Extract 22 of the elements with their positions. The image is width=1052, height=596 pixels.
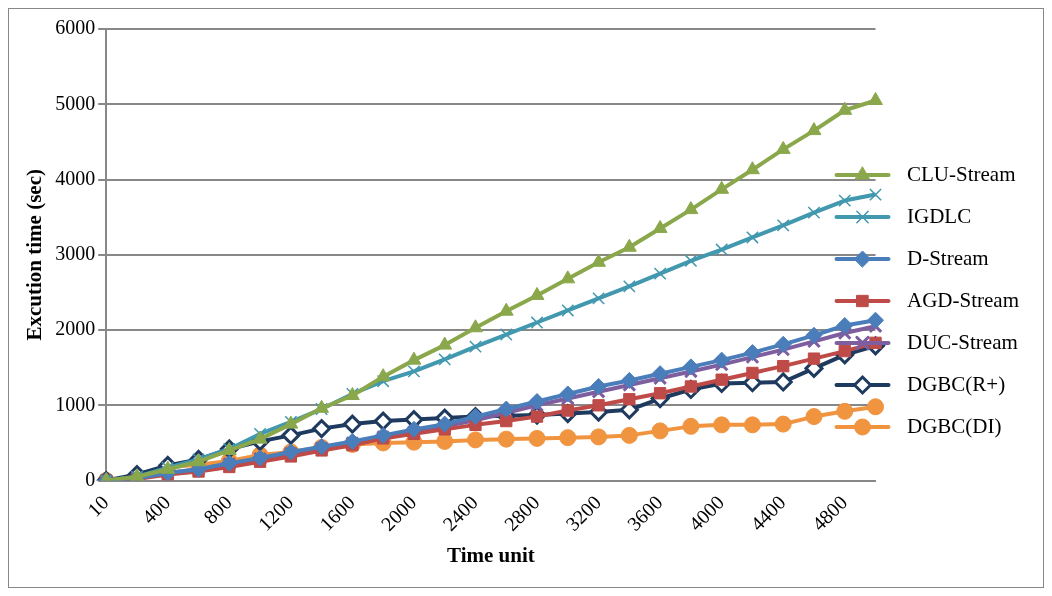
legend-label: DGBC(DI): [907, 413, 1002, 438]
y-tick-label: 6000: [55, 16, 96, 39]
legend-label: DUC-Stream: [907, 329, 1018, 354]
x-axis-title: Time unit: [447, 542, 535, 567]
y-tick-label: 2000: [55, 317, 96, 340]
legend-label: D-Stream: [907, 245, 989, 270]
legend-label: AGD-Stream: [907, 287, 1020, 312]
x-tick-label: 4000: [684, 491, 729, 535]
x-tick-label: 4800: [807, 491, 852, 535]
x-tick-label: 10: [83, 491, 113, 521]
x-tick-label: 4400: [745, 491, 790, 535]
y-tick-label: 5000: [55, 91, 96, 114]
legend-label: DGBC(R+): [907, 371, 1006, 396]
x-tick-label: 800: [199, 491, 236, 528]
legend-label: IGDLC: [907, 203, 972, 228]
x-tick-label: 400: [137, 491, 175, 528]
y-axis-title: Excution time (sec): [22, 169, 47, 341]
y-tick-label: 4000: [55, 166, 96, 189]
legend-label: CLU-Stream: [907, 161, 1016, 186]
y-tick-label: 1000: [55, 392, 96, 415]
y-tick-label: 0: [85, 467, 96, 490]
y-tick-label: 3000: [55, 242, 96, 265]
